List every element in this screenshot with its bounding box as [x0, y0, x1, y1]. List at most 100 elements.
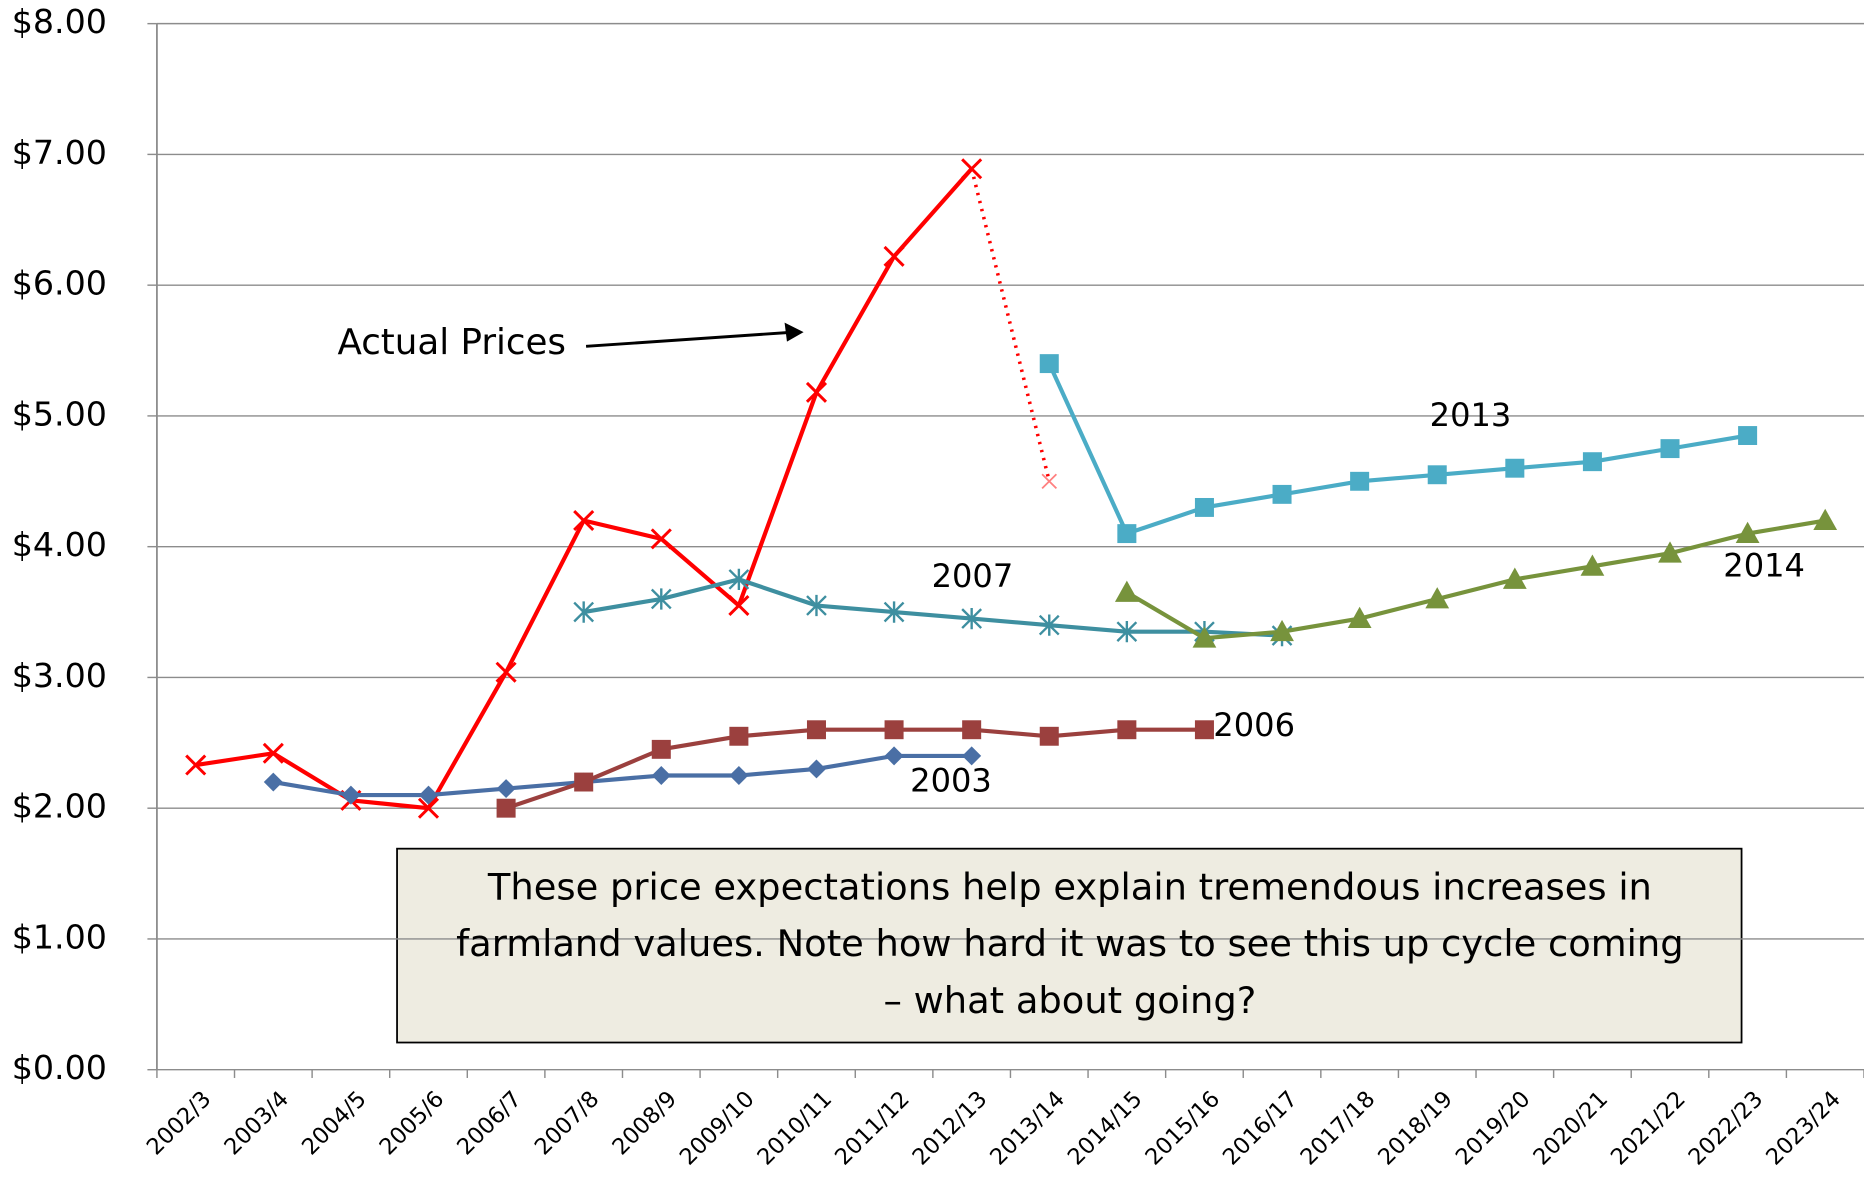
y-tick-label: $3.00: [12, 656, 107, 695]
y-tick-label: $1.00: [12, 918, 107, 957]
series-line: [1047, 362, 1748, 536]
marker: [1580, 554, 1605, 576]
marker: [729, 726, 749, 746]
series-label: 2006: [1213, 706, 1295, 744]
marker: [883, 601, 905, 623]
marker: [1347, 606, 1372, 629]
y-tick-label: $8.00: [12, 2, 107, 41]
series-line-dotted: [969, 168, 1051, 482]
marker: [728, 568, 750, 591]
x-tick-label: 2021/22: [1606, 1086, 1691, 1170]
x-tick-label: 2006/7: [452, 1086, 527, 1160]
marker: [1117, 720, 1137, 740]
series-line: [583, 577, 1283, 638]
marker: [650, 588, 672, 610]
series-line: [1125, 518, 1826, 641]
text-box-line: farmland values. Note how hard it was to…: [456, 922, 1683, 965]
y-tick-label: $4.00: [12, 525, 107, 564]
marker: [883, 245, 905, 267]
y-tick-label: $5.00: [12, 394, 107, 433]
text-box-line: These price expectations help explain tr…: [487, 865, 1652, 908]
series-label: Actual Prices: [337, 322, 566, 363]
marker: [884, 746, 904, 766]
marker: [263, 772, 283, 792]
marker: [185, 754, 207, 776]
marker: [961, 158, 983, 180]
marker: [806, 759, 826, 779]
marker: [1735, 521, 1760, 544]
arrow-head: [784, 322, 804, 342]
y-tick-label: $7.00: [12, 133, 107, 172]
series-label: 2007: [932, 557, 1014, 595]
marker: [806, 594, 827, 617]
marker: [1813, 508, 1838, 530]
series-label: 2014: [1723, 546, 1805, 584]
marker: [1427, 465, 1447, 485]
marker: [962, 720, 982, 740]
text-box-line: – what about going?: [884, 979, 1257, 1022]
x-tick-label: 2010/11: [752, 1086, 837, 1170]
x-tick-label: 2011/12: [830, 1086, 915, 1170]
x-tick-label: 2008/9: [607, 1086, 682, 1160]
marker: [573, 510, 595, 532]
marker: [805, 381, 828, 403]
series-line: [272, 753, 972, 798]
marker: [1194, 497, 1214, 517]
x-tick-label: 2012/13: [908, 1086, 993, 1170]
marker: [1039, 726, 1059, 746]
marker: [650, 528, 672, 550]
x-tick-label: 2007/8: [530, 1086, 605, 1160]
x-tick-label: 2018/19: [1373, 1086, 1458, 1170]
marker: [574, 772, 594, 792]
marker: [806, 720, 826, 740]
x-tick-label: 2015/16: [1140, 1086, 1225, 1170]
marker: [417, 797, 440, 819]
marker: [1116, 621, 1138, 643]
marker: [1658, 541, 1682, 563]
marker: [341, 785, 361, 805]
marker: [1038, 614, 1060, 636]
marker: [1660, 439, 1680, 459]
marker: [418, 785, 439, 805]
marker: [1582, 452, 1602, 472]
x-tick-label: 2005/6: [375, 1086, 450, 1160]
x-tick-label: 2016/17: [1218, 1086, 1303, 1170]
marker: [1114, 580, 1139, 602]
marker: [1270, 619, 1294, 642]
marker: [496, 798, 516, 818]
marker: [1117, 524, 1137, 544]
marker: [651, 766, 671, 785]
series-label: 2013: [1430, 396, 1512, 434]
x-tick-label: 2020/21: [1528, 1086, 1613, 1170]
x-tick-label: 2017/18: [1296, 1086, 1381, 1170]
marker: [962, 746, 982, 766]
marker: [1039, 354, 1059, 374]
y-tick-label: $2.00: [12, 787, 107, 826]
x-tick-label: 2022/23: [1684, 1086, 1769, 1170]
marker: [573, 601, 595, 623]
x-tick-label: 2023/24: [1761, 1086, 1846, 1170]
y-tick-label: $6.00: [12, 264, 107, 303]
text-box: [396, 847, 1743, 1044]
x-tick-label: 2009/10: [675, 1086, 760, 1170]
marker: [1272, 484, 1292, 504]
x-tick-label: 2019/20: [1451, 1086, 1536, 1170]
marker: [495, 661, 517, 683]
series-line: [505, 727, 1205, 811]
marker: [728, 595, 750, 617]
arrow: [585, 330, 795, 348]
marker: [884, 720, 904, 740]
marker: [262, 742, 284, 764]
x-tick-label: 2013/14: [985, 1086, 1070, 1170]
marker: [1194, 720, 1214, 740]
marker: [1192, 626, 1217, 648]
marker: [1505, 458, 1525, 478]
marker: [961, 607, 983, 630]
y-tick-label: $0.00: [12, 1048, 107, 1087]
marker: [1041, 473, 1058, 490]
x-tick-label: 2014/15: [1063, 1086, 1148, 1170]
marker: [1425, 587, 1450, 609]
marker: [1502, 567, 1527, 589]
